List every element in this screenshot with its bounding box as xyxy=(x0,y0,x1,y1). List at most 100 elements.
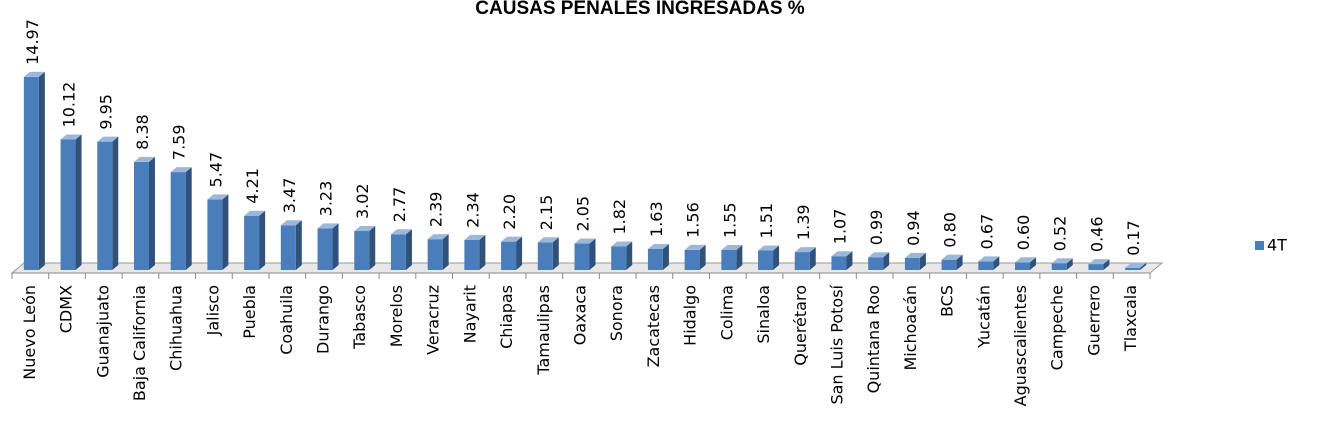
bar-top xyxy=(1125,262,1147,268)
bar xyxy=(244,210,266,270)
x-tick-label: Oaxaca xyxy=(571,285,590,345)
bar-side xyxy=(956,254,963,270)
x-tick-label: Michoacán xyxy=(901,285,920,371)
value-label: 1.63 xyxy=(647,201,666,237)
bar-side xyxy=(662,243,669,270)
bar xyxy=(354,226,376,270)
bar xyxy=(904,252,926,270)
bar-front xyxy=(1051,263,1067,270)
value-label: 4.21 xyxy=(243,168,262,204)
bar-front xyxy=(317,228,333,270)
bar-side xyxy=(148,156,155,270)
x-tick-label: Sinaloa xyxy=(754,285,773,344)
bar-top xyxy=(904,252,926,258)
bar-front xyxy=(1015,262,1031,270)
value-label: 0.17 xyxy=(1124,220,1143,256)
bar-front xyxy=(978,261,994,270)
value-label: 5.47 xyxy=(206,152,225,188)
x-tick-label: Colima xyxy=(717,285,736,340)
x-tick-label: Sonora xyxy=(607,285,626,341)
bar-front xyxy=(904,257,920,270)
bar-side xyxy=(589,238,596,270)
x-tick-label: Querétaro xyxy=(791,285,810,366)
bar-side xyxy=(38,71,45,271)
value-label: 0.67 xyxy=(977,214,996,250)
value-label: 2.20 xyxy=(500,194,519,230)
x-tick-label: Tlaxcala xyxy=(1121,285,1140,352)
bar-side xyxy=(442,234,449,270)
bar xyxy=(501,236,523,270)
bar xyxy=(133,156,155,270)
bar xyxy=(464,234,486,270)
bar-side xyxy=(552,237,559,270)
bar-top xyxy=(170,167,192,173)
bar xyxy=(390,229,412,270)
bar-top xyxy=(464,234,486,240)
bar-side xyxy=(185,167,192,270)
bar-side xyxy=(295,220,302,270)
x-tick-label: Aguascalientes xyxy=(1011,285,1030,406)
bar-side xyxy=(222,194,229,270)
x-tick-label: Guanajuato xyxy=(93,285,112,378)
bar-top xyxy=(794,247,816,253)
x-tick-label: Chiapas xyxy=(497,285,516,349)
value-label: 0.52 xyxy=(1051,216,1070,252)
bar-side xyxy=(479,234,486,270)
bar xyxy=(684,244,706,270)
bar-top xyxy=(978,256,1000,262)
value-label: 2.77 xyxy=(390,187,409,223)
x-tick-label: Baja California xyxy=(130,285,149,401)
bar-top xyxy=(758,245,780,251)
bar-front xyxy=(390,234,406,270)
bar xyxy=(427,234,449,270)
bar-side xyxy=(112,136,119,270)
bar-side xyxy=(1066,258,1073,270)
bar-front xyxy=(1125,267,1141,270)
bar xyxy=(537,237,559,270)
value-label: 0.60 xyxy=(1014,215,1033,251)
x-tick-label: Jalisco xyxy=(203,285,222,336)
bar-top xyxy=(23,71,45,77)
bar-front xyxy=(941,259,957,270)
bar-side xyxy=(405,229,412,270)
legend-label: 4T xyxy=(1267,236,1287,255)
value-label: 1.51 xyxy=(757,203,776,239)
bar xyxy=(23,71,45,271)
bar-front xyxy=(354,231,370,270)
bar-top xyxy=(280,220,302,226)
bar-top xyxy=(868,252,890,258)
x-tick-label: Zacatecas xyxy=(644,285,663,367)
legend-swatch xyxy=(1255,241,1264,250)
bar xyxy=(574,238,596,270)
bar-front xyxy=(611,246,627,270)
bar-side xyxy=(1030,257,1037,270)
bar-side xyxy=(75,134,82,270)
bar-side xyxy=(883,252,890,270)
value-label: 2.05 xyxy=(574,196,593,232)
bar-front xyxy=(831,256,847,270)
value-label: 9.95 xyxy=(96,94,115,130)
x-tick-label: Yucatán xyxy=(974,285,993,349)
bar xyxy=(868,252,890,270)
x-tick-label: Tamaulipas xyxy=(534,285,553,376)
bar-front xyxy=(501,241,517,270)
x-tick-label: Puebla xyxy=(240,285,259,339)
bar-front xyxy=(60,139,76,270)
bar-top xyxy=(501,236,523,242)
bar-top xyxy=(1051,258,1073,264)
value-label: 0.94 xyxy=(904,210,923,246)
bar-side xyxy=(626,241,633,270)
bar xyxy=(794,247,816,270)
bar-side xyxy=(993,256,1000,270)
bar xyxy=(941,254,963,270)
bar xyxy=(97,136,119,270)
x-tick-label: Nuevo León xyxy=(20,285,39,380)
bar-front xyxy=(23,76,39,271)
bar-top xyxy=(390,229,412,235)
bar-front xyxy=(537,242,553,270)
x-tick-label: Coahuila xyxy=(277,285,296,355)
bar-side xyxy=(332,223,339,270)
bar-front xyxy=(97,141,113,270)
